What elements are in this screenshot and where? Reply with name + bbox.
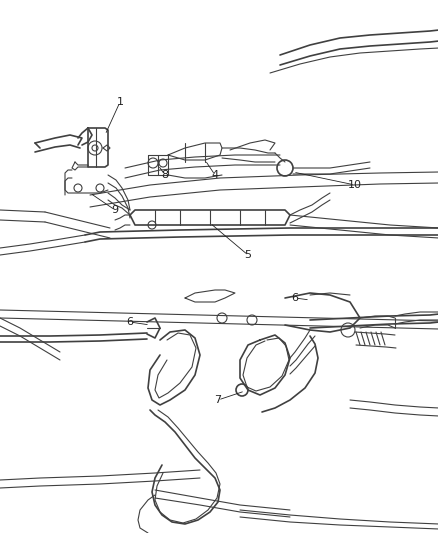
Text: 5: 5 — [244, 250, 251, 260]
Text: 8: 8 — [161, 170, 168, 180]
Text: 1: 1 — [116, 97, 123, 107]
Text: 7: 7 — [214, 395, 221, 405]
Text: 6: 6 — [126, 317, 133, 327]
Text: 4: 4 — [211, 170, 218, 180]
Text: 9: 9 — [111, 205, 118, 215]
Text: 10: 10 — [347, 180, 361, 190]
Text: 6: 6 — [291, 293, 298, 303]
